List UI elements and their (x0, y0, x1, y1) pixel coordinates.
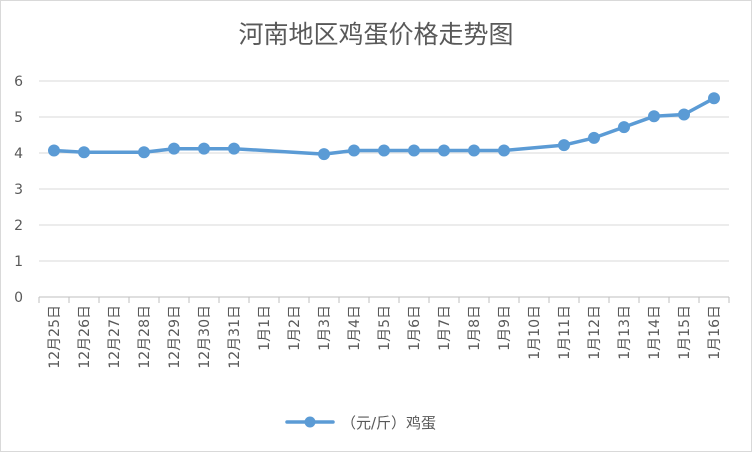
x-tick-label: 12月30日 (197, 305, 213, 369)
x-tick-label: 12月26日 (77, 305, 93, 369)
data-point (48, 144, 60, 157)
x-tick-label: 12月31日 (227, 305, 243, 369)
data-point (318, 148, 330, 161)
x-tick-label: 12月25日 (47, 305, 63, 369)
y-tick-label: 1 (14, 254, 23, 270)
x-tick-label: 1月7日 (437, 305, 453, 351)
data-point (498, 144, 510, 157)
data-point (408, 144, 420, 157)
data-point (198, 142, 210, 155)
data-point (348, 144, 360, 157)
data-point (678, 108, 690, 121)
x-tick-label: 1月6日 (407, 305, 423, 351)
data-point (138, 146, 150, 159)
y-tick-label: 3 (14, 182, 23, 198)
x-tick-label: 12月28日 (137, 305, 153, 369)
data-point (648, 110, 660, 123)
data-point (228, 142, 240, 155)
data-point (618, 121, 630, 134)
data-point (78, 146, 90, 159)
chart-title: 河南地区鸡蛋价格走势图 (238, 20, 514, 49)
x-tick-label: 1月5日 (377, 305, 393, 351)
x-tick-label: 1月3日 (317, 305, 333, 351)
x-tick-label: 1月12日 (587, 305, 603, 360)
data-point (468, 144, 480, 157)
x-tick-label: 1月16日 (707, 305, 723, 360)
x-tick-label: 1月8日 (467, 305, 483, 351)
x-tick-label: 1月4日 (347, 305, 363, 351)
y-tick-label: 2 (14, 218, 23, 234)
x-tick-label: 1月15日 (677, 305, 693, 360)
x-tick-label: 1月9日 (497, 305, 513, 351)
x-tick-label: 1月10日 (527, 305, 543, 360)
x-tick-label: 12月29日 (167, 305, 183, 369)
x-tick-label: 1月1日 (257, 305, 273, 351)
y-tick-label: 6 (14, 74, 23, 90)
y-tick-label: 0 (14, 290, 23, 306)
legend-marker (304, 416, 316, 428)
data-point (168, 142, 180, 155)
x-tick-label: 1月14日 (647, 305, 663, 360)
x-tick-label: 1月2日 (287, 305, 303, 351)
x-tick-label: 1月11日 (557, 305, 573, 360)
x-tick-label: 12月27日 (107, 305, 123, 369)
y-tick-label: 4 (14, 146, 23, 162)
data-point (588, 131, 600, 144)
legend-label: （元/斤）鸡蛋 (341, 414, 436, 432)
data-point (378, 144, 390, 157)
data-point (438, 144, 450, 157)
y-tick-label: 5 (14, 110, 23, 126)
data-point (558, 139, 570, 152)
x-tick-label: 1月13日 (617, 305, 633, 360)
data-point (708, 92, 720, 105)
